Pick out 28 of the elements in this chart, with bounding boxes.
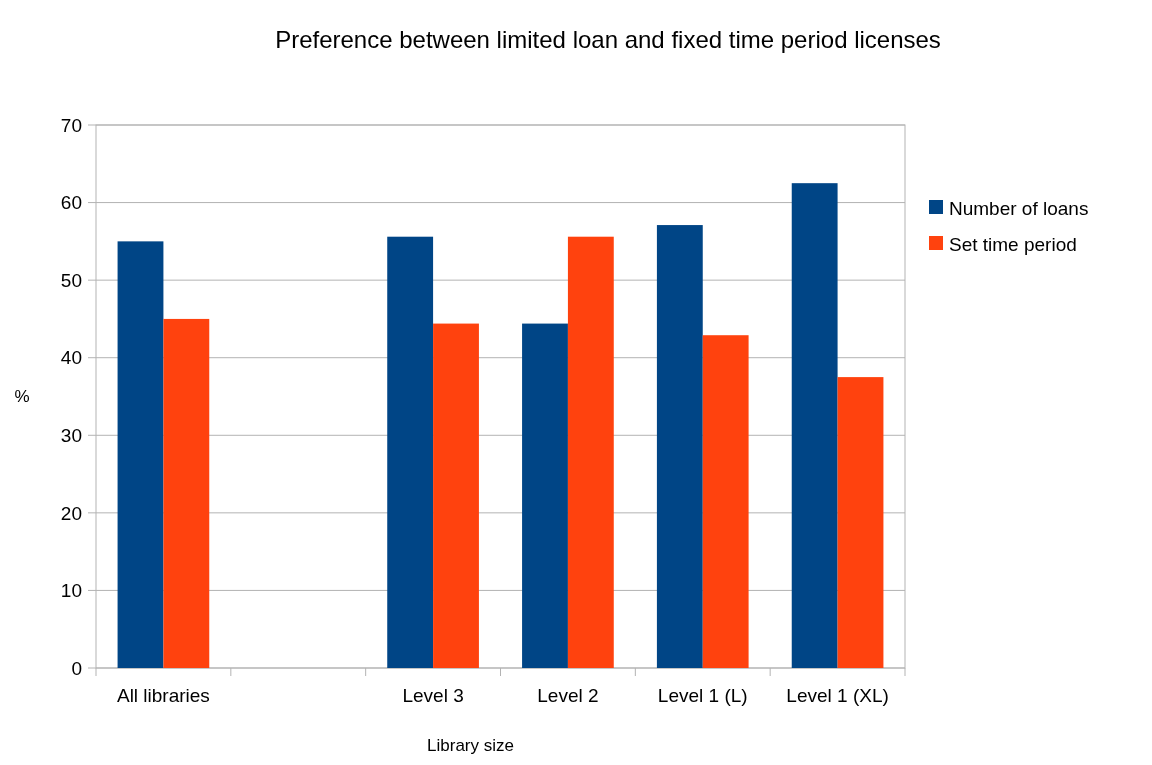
y-tick-label: 0 bbox=[71, 657, 82, 679]
legend-label: Set time period bbox=[949, 233, 1077, 255]
x-tick-label: Level 2 bbox=[537, 685, 599, 706]
y-tick-label: 70 bbox=[60, 114, 82, 136]
bar bbox=[433, 323, 479, 668]
bar bbox=[163, 318, 210, 668]
y-tick-label: 20 bbox=[60, 502, 82, 524]
x-tick-label: Level 1 (L) bbox=[657, 685, 748, 706]
y-tick-label: 60 bbox=[60, 192, 82, 214]
chart-title: Preference between limited loan and fixed time period licenses bbox=[275, 26, 941, 53]
y-axis-title: % bbox=[14, 387, 30, 407]
y-tick-label: 50 bbox=[60, 269, 82, 291]
bar bbox=[567, 236, 614, 668]
bar bbox=[791, 183, 838, 668]
bar bbox=[117, 241, 164, 668]
bar bbox=[656, 225, 703, 668]
bar bbox=[702, 335, 749, 668]
legend-label: Number of loans bbox=[949, 197, 1089, 219]
x-tick-label: Level 1 (XL) bbox=[786, 685, 889, 706]
y-tick-label: 40 bbox=[60, 347, 82, 369]
x-axis-title: Library size bbox=[427, 736, 514, 755]
x-tick-label: All libraries bbox=[116, 685, 210, 706]
bar bbox=[522, 323, 568, 668]
x-tick-label: Level 3 bbox=[402, 685, 464, 706]
y-tick-label: 10 bbox=[60, 580, 82, 602]
bar bbox=[837, 377, 884, 668]
bar bbox=[387, 236, 434, 668]
y-tick-label: 30 bbox=[60, 424, 82, 446]
